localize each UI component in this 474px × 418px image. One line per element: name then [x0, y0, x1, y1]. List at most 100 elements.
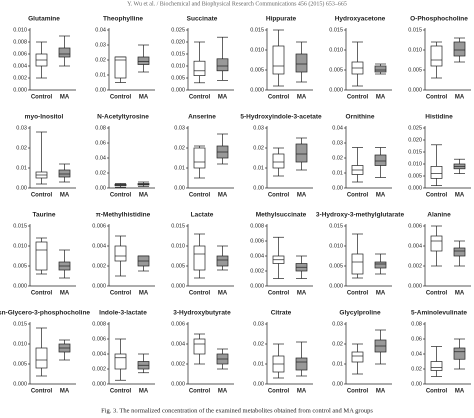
- y-tick-label: 0.010: [408, 47, 422, 53]
- x-tick-label: MA: [297, 389, 307, 395]
- x-tick-label: MA: [139, 193, 149, 199]
- panel-title: Ornithine: [346, 114, 375, 121]
- x-tick-label: Control: [110, 95, 132, 101]
- y-tick-label: 0.015: [171, 51, 185, 57]
- panel-title: Hippurate: [266, 16, 297, 23]
- x-tick-label: Control: [347, 291, 369, 297]
- panel-title: Indole-3-lactate: [99, 310, 147, 317]
- y-tick-label: 0.020: [171, 39, 185, 45]
- box: [272, 45, 285, 75]
- x-tick-label: Control: [268, 291, 290, 297]
- box: [351, 253, 364, 275]
- y-tick-label: 0.000: [92, 283, 106, 289]
- y-tick-label: 0.005: [13, 263, 27, 269]
- y-tick-label: 0.02: [16, 145, 27, 151]
- y-tick-label: 0.010: [329, 47, 343, 53]
- box: [114, 245, 127, 262]
- y-tick-label: 0.005: [171, 263, 185, 269]
- y-tick-label: 0.000: [408, 87, 422, 93]
- y-tick-label: 0.005: [329, 67, 343, 73]
- y-tick-label: 0.004: [171, 341, 185, 347]
- y-tick-label: 0.015: [13, 321, 27, 327]
- y-tick-label: 0.00: [95, 87, 106, 93]
- panel-title: Anserine: [188, 114, 216, 121]
- y-tick-label: 0.00: [16, 185, 27, 191]
- y-tick-label: 0.01: [16, 165, 27, 171]
- y-tick-label: 0.002: [92, 366, 106, 372]
- y-tick-label: 0.010: [171, 63, 185, 69]
- box: [430, 45, 443, 67]
- y-tick-label: 0.004: [408, 243, 422, 249]
- x-tick-label: MA: [139, 95, 149, 101]
- x-tick-label: Control: [426, 291, 448, 297]
- panel-title: Methylsuccinate: [256, 212, 307, 219]
- box: [58, 169, 71, 178]
- box: [374, 65, 387, 73]
- box: [193, 338, 206, 355]
- y-tick-label: 0.000: [13, 283, 27, 289]
- box: [453, 247, 466, 257]
- x-tick-label: Control: [189, 389, 211, 395]
- y-tick-label: 0.02: [332, 341, 343, 347]
- y-tick-label: 0.002: [92, 263, 106, 269]
- panel-title: sn-Glycero-3-phosphocholine: [0, 310, 90, 317]
- y-tick-label: 0.015: [250, 27, 264, 33]
- y-tick-label: 0.000: [408, 185, 422, 191]
- box: [216, 58, 229, 72]
- y-tick-label: 0.000: [329, 87, 343, 93]
- box: [35, 241, 48, 271]
- y-tick-label: 0.005: [250, 67, 264, 73]
- y-tick-label: 0.00: [411, 381, 422, 387]
- box: [295, 53, 308, 73]
- y-tick-label: 0.08: [95, 125, 106, 131]
- y-tick-label: 0.00: [332, 381, 343, 387]
- box: [295, 357, 308, 371]
- panel-title: Taurine: [33, 212, 56, 219]
- x-tick-label: MA: [376, 95, 386, 101]
- x-tick-label: MA: [297, 291, 307, 297]
- page-header: Y. Wu et al. / Biochemical and Biophysic…: [127, 0, 347, 7]
- y-tick-label: 0.000: [92, 381, 106, 387]
- box: [430, 361, 443, 371]
- y-tick-label: 0.008: [92, 321, 106, 327]
- y-tick-label: 0.00: [174, 185, 185, 191]
- panel-title: π-Methylhistidine: [96, 212, 151, 219]
- y-tick-label: 0.004: [250, 253, 264, 259]
- panel-title: Histidine: [425, 114, 453, 121]
- panel-title: 3-Hydroxybutyrate: [173, 310, 231, 317]
- y-tick-label: 0.04: [95, 155, 106, 161]
- y-tick-label: 0.08: [411, 321, 422, 327]
- box: [430, 166, 443, 179]
- panel-title: O-Phosphocholine: [410, 16, 468, 23]
- box: [193, 245, 206, 271]
- y-tick-label: 0.00: [253, 185, 264, 191]
- y-tick-label: 0.010: [171, 243, 185, 249]
- y-tick-label: 0.01: [253, 165, 264, 171]
- x-tick-label: MA: [376, 291, 386, 297]
- y-tick-label: 0.03: [253, 125, 264, 131]
- x-tick-label: MA: [218, 389, 228, 395]
- x-tick-label: MA: [455, 389, 465, 395]
- panel-title: Theophylline: [103, 16, 143, 23]
- y-tick-label: 0.02: [253, 145, 264, 151]
- y-tick-label: 0.01: [253, 361, 264, 367]
- panel-title: Hydroxyacetone: [335, 16, 386, 23]
- box: [453, 347, 466, 360]
- y-tick-label: 0.01: [332, 361, 343, 367]
- y-tick-label: 0.06: [411, 336, 422, 342]
- y-tick-label: 0.004: [92, 351, 106, 357]
- x-tick-label: MA: [139, 389, 149, 395]
- x-tick-label: MA: [60, 193, 70, 199]
- y-tick-label: 0.000: [171, 87, 185, 93]
- y-tick-label: 0.006: [13, 51, 27, 57]
- x-tick-label: MA: [218, 291, 228, 297]
- x-tick-label: Control: [189, 193, 211, 199]
- y-tick-label: 0.03: [174, 125, 185, 131]
- x-tick-label: Control: [347, 389, 369, 395]
- x-tick-label: MA: [60, 291, 70, 297]
- y-tick-label: 0.010: [250, 47, 264, 53]
- y-tick-label: 0.010: [408, 161, 422, 167]
- x-tick-label: Control: [347, 95, 369, 101]
- x-tick-label: Control: [31, 291, 53, 297]
- panel-title: Glycylproline: [339, 310, 381, 317]
